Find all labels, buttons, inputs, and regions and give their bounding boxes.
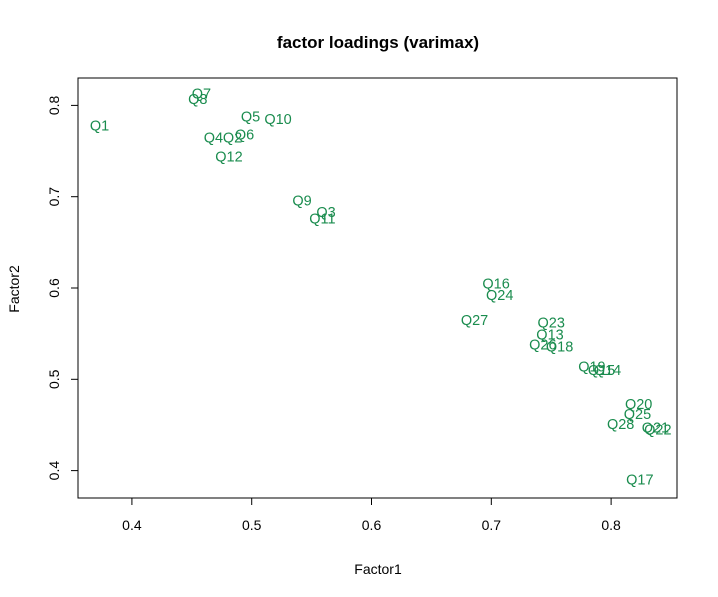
point-label-q19: Q19 xyxy=(578,359,605,375)
y-tick-label: 0.4 xyxy=(46,461,62,481)
point-label-q2: Q2 xyxy=(223,130,242,146)
point-label-q1: Q1 xyxy=(90,118,109,134)
x-axis-label: Factor1 xyxy=(354,561,402,577)
point-label-q6: Q6 xyxy=(235,128,254,144)
point-labels: Q1Q2Q3Q4Q5Q6Q7Q8Q9Q10Q11Q12Q13Q14Q15Q16Q… xyxy=(90,86,672,488)
point-label-q28: Q28 xyxy=(607,417,634,433)
point-label-q23: Q23 xyxy=(537,316,564,332)
point-label-q25: Q25 xyxy=(624,407,651,423)
y-axis: 0.4 0.5 0.6 0.7 0.8 xyxy=(46,95,78,480)
point-label-q5: Q5 xyxy=(241,109,260,125)
plot-frame xyxy=(77,77,678,499)
x-tick-label: 0.4 xyxy=(122,517,142,533)
point-label-q14: Q14 xyxy=(594,363,621,379)
y-tick-label: 0.8 xyxy=(46,95,62,115)
point-label-q4: Q4 xyxy=(204,130,223,146)
point-label-q3: Q3 xyxy=(316,205,335,221)
y-tick-label: 0.6 xyxy=(46,278,62,298)
point-label-q7: Q7 xyxy=(192,86,211,102)
y-axis-label: Factor2 xyxy=(6,265,22,313)
point-label-q10: Q10 xyxy=(264,112,291,128)
point-label-q9: Q9 xyxy=(292,193,311,209)
x-tick-label: 0.5 xyxy=(242,517,262,533)
point-label-q22: Q22 xyxy=(644,422,671,438)
point-label-q11: Q11 xyxy=(309,212,335,228)
x-tick-label: 0.6 xyxy=(362,517,382,533)
x-tick-label: 0.8 xyxy=(601,517,621,533)
point-label-q26: Q26 xyxy=(529,338,556,354)
y-tick-label: 0.7 xyxy=(46,187,62,207)
x-tick-label: 0.7 xyxy=(482,517,502,533)
point-label-q18: Q18 xyxy=(546,339,573,355)
point-label-q12: Q12 xyxy=(215,149,242,165)
point-label-q20: Q20 xyxy=(625,397,652,413)
point-label-q27: Q27 xyxy=(461,313,488,329)
point-label-q21: Q21 xyxy=(642,421,669,437)
point-label-q15: Q15 xyxy=(588,363,615,379)
point-label-q24: Q24 xyxy=(486,288,513,304)
point-label-q16: Q16 xyxy=(482,276,509,292)
point-label-q17: Q17 xyxy=(626,473,653,489)
x-axis: 0.4 0.5 0.6 0.7 0.8 xyxy=(122,498,621,533)
point-label-q8: Q8 xyxy=(188,92,207,108)
chart-title: factor loadings (varimax) xyxy=(277,33,479,52)
point-label-q13: Q13 xyxy=(536,327,563,343)
y-tick-label: 0.5 xyxy=(46,369,62,389)
